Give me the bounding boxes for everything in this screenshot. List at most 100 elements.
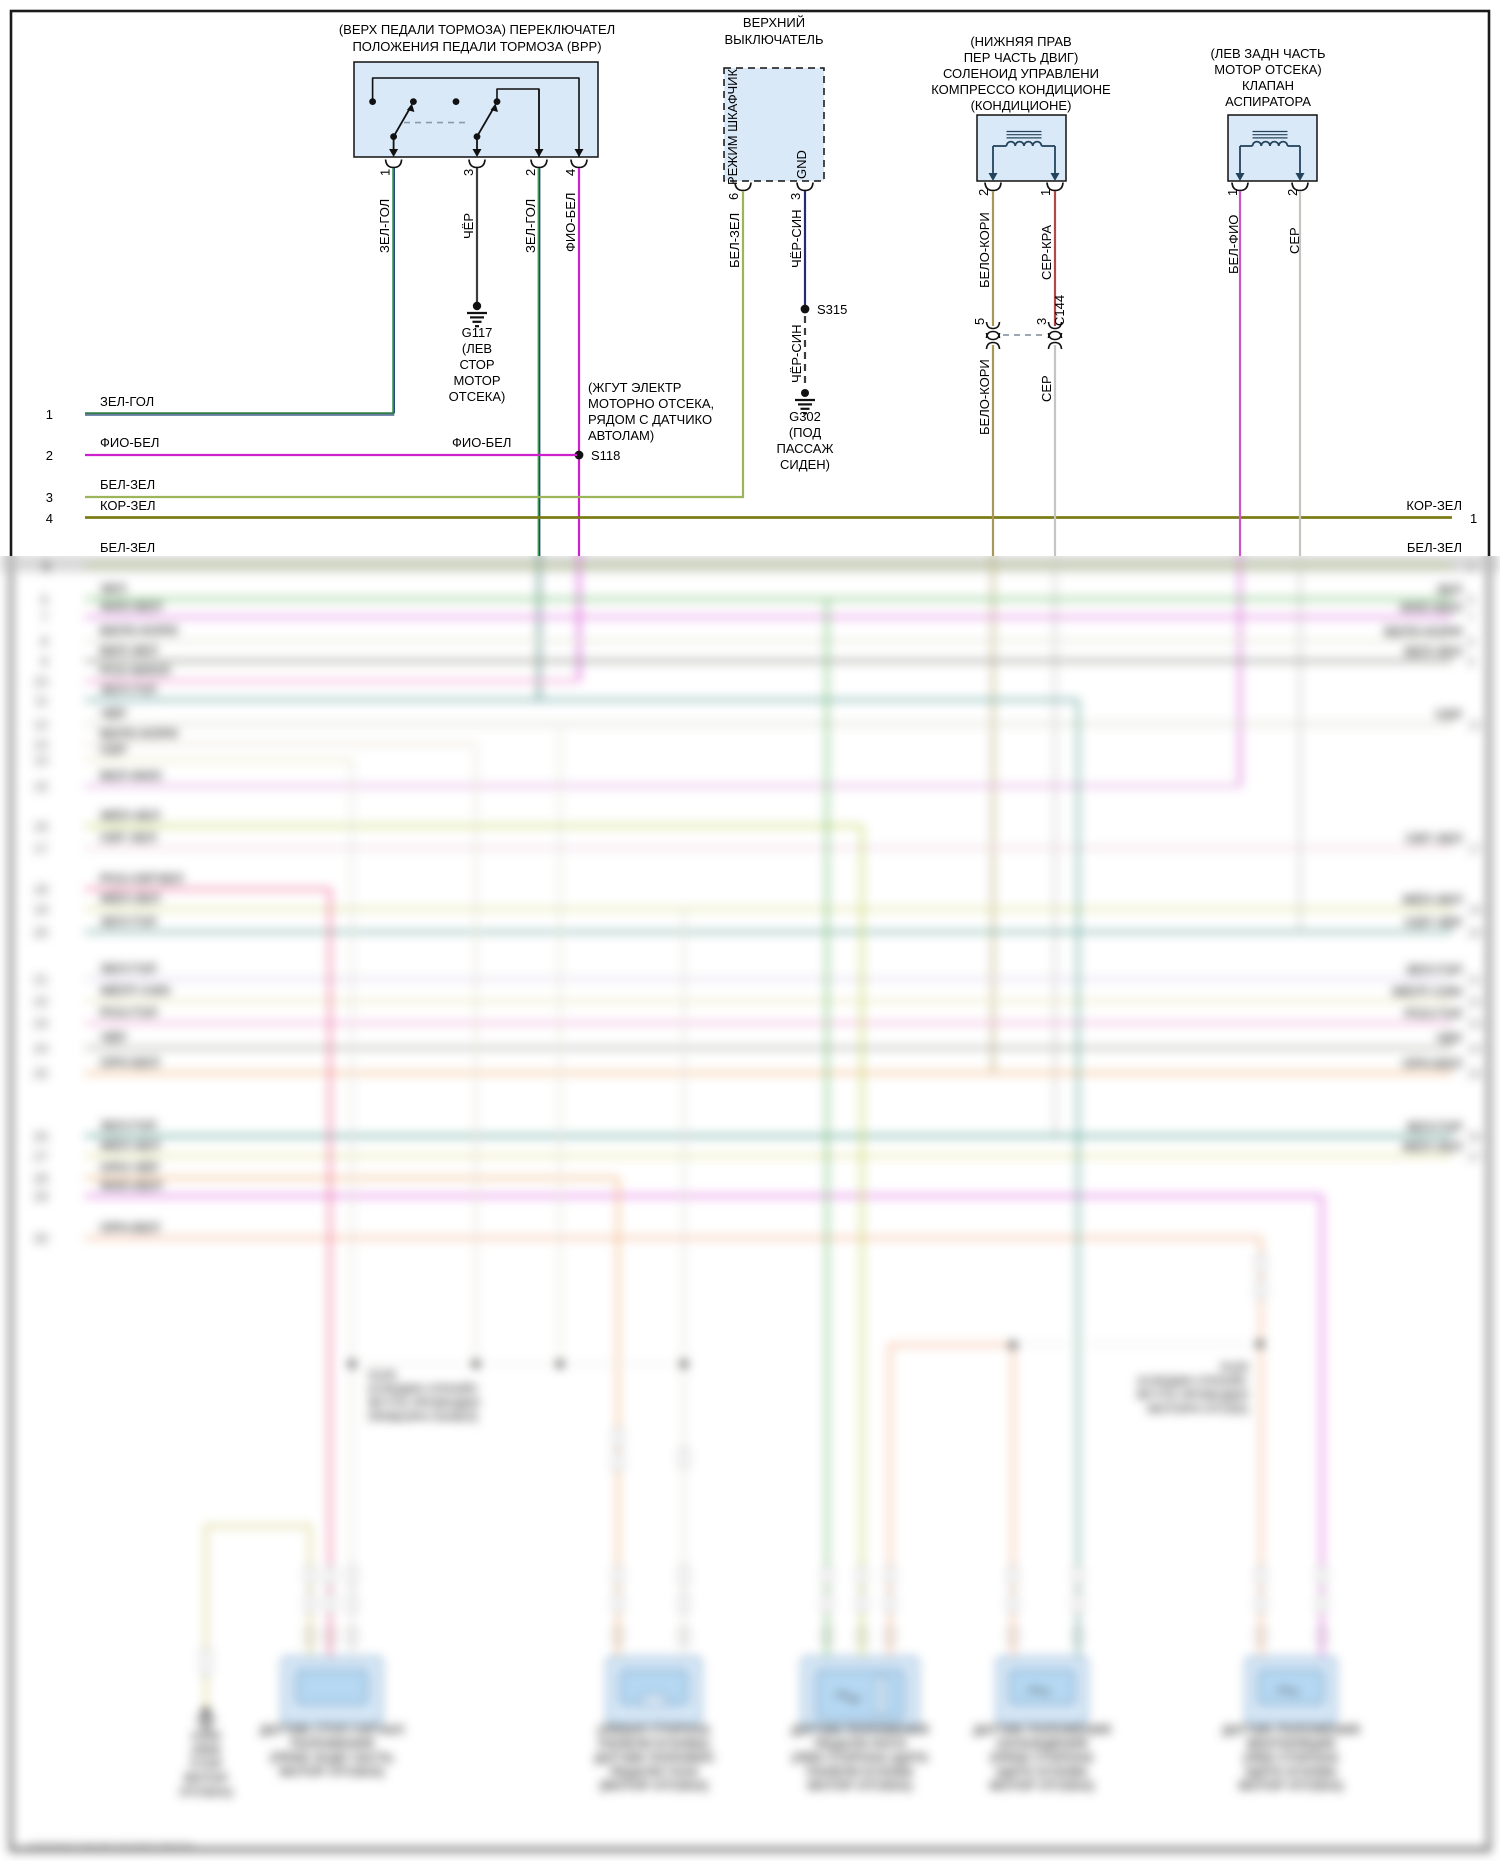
svg-text:1: 1 xyxy=(1038,189,1053,196)
svg-text:10: 10 xyxy=(34,674,48,689)
svg-text:ЖЁЛ-ЗЕЛ: ЖЁЛ-ЗЕЛ xyxy=(99,1138,160,1153)
svg-text:ПАССАЖ: ПАССАЖ xyxy=(777,441,834,456)
svg-text:СИДЕН): СИДЕН) xyxy=(780,457,830,472)
svg-text:ЩИТА КУЗОВА: ЩИТА КУЗОВА xyxy=(996,1765,1088,1779)
svg-text:ЗЕЛ-ГОЛ: ЗЕЛ-ГОЛ xyxy=(100,682,156,697)
svg-text:24: 24 xyxy=(1468,1042,1482,1056)
svg-text:ЧЁР: ЧЁР xyxy=(1435,1031,1462,1046)
svg-text:БЕЛО-КОРИ: БЕЛО-КОРИ xyxy=(977,359,992,435)
svg-text:(ЛЕВ: (ЛЕВ xyxy=(462,341,492,356)
svg-text:7: 7 xyxy=(1468,611,1475,625)
svg-text:СТОР: СТОР xyxy=(459,357,494,372)
svg-text:ПЕДАЛИ НОГИ: ПЕДАЛИ НОГИ xyxy=(814,1737,905,1751)
svg-text:АВТОЛАМ): АВТОЛАМ) xyxy=(588,428,654,443)
svg-text:23: 23 xyxy=(34,1016,48,1031)
svg-text:16: 16 xyxy=(34,819,48,834)
svg-text:12: 12 xyxy=(1468,718,1482,732)
svg-text:ЗЕЛ: ЗЕЛ xyxy=(1436,582,1462,597)
svg-text:(СОЕДИН СПЛАЙС: (СОЕДИН СПЛАЙС xyxy=(368,1381,479,1396)
svg-text:РОЗ-ФИОЛ: РОЗ-ФИОЛ xyxy=(100,663,170,678)
svg-text:МОТОР: МОТОР xyxy=(184,1771,228,1785)
svg-text:МОТОР ОТСЕКА): МОТОР ОТСЕКА) xyxy=(808,1779,913,1793)
svg-text:1: 1 xyxy=(1225,189,1240,196)
svg-text:17: 17 xyxy=(34,841,48,856)
svg-text:(МОТОР ОТСЕКА): (МОТОР ОТСЕКА) xyxy=(600,1779,709,1793)
svg-text:(ЛЕВ: (ЛЕВ xyxy=(191,1743,220,1757)
svg-text:4: 4 xyxy=(563,169,578,176)
svg-text:2: 2 xyxy=(46,448,53,463)
svg-text:ПАНЕЛИ КУЗОВА: ПАНЕЛИ КУЗОВА xyxy=(806,1765,913,1779)
svg-text:ФИО-БЕЛ: ФИО-БЕЛ xyxy=(563,193,578,252)
svg-text:19: 19 xyxy=(1468,903,1482,917)
svg-text:6: 6 xyxy=(726,193,741,200)
svg-text:27: 27 xyxy=(34,1149,48,1164)
svg-text:6: 6 xyxy=(41,592,48,607)
svg-text:СЕР-ЧЁР: СЕР-ЧЁР xyxy=(1404,915,1462,930)
svg-text:2: 2 xyxy=(1285,189,1300,196)
svg-text:БЕЛ-ФИО: БЕЛ-ФИО xyxy=(100,768,162,783)
svg-text:7: 7 xyxy=(41,610,48,625)
svg-text:БЕЛ-ЗЕЛ: БЕЛ-ЗЕЛ xyxy=(727,213,742,268)
svg-text:СВТ-ЗЕЛ: СВТ-ЗЕЛ xyxy=(1406,831,1463,846)
svg-text:19: 19 xyxy=(34,902,48,917)
svg-text:14: 14 xyxy=(34,753,48,768)
svg-text:ЗЕЛ-ГОЛ: ЗЕЛ-ГОЛ xyxy=(100,1118,156,1133)
svg-text:ЗЕЛ: ЗЕЛ xyxy=(100,581,126,596)
svg-text:ПАНЕЛИ КУЗОВА): ПАНЕЛИ КУЗОВА) xyxy=(598,1737,709,1751)
svg-text:ЧЁР-СИН: ЧЁР-СИН xyxy=(789,210,804,268)
svg-text:ПЕДАЛИ ГАЗА: ПЕДАЛИ ГАЗА xyxy=(610,1765,699,1779)
svg-text:G302: G302 xyxy=(789,409,821,424)
svg-text:2: 2 xyxy=(976,189,991,196)
svg-text:КЛАПАН: КЛАПАН xyxy=(1242,78,1294,93)
svg-text:21: 21 xyxy=(1468,973,1482,987)
svg-text:БЕЛО-КОРИ: БЕЛО-КОРИ xyxy=(977,212,992,288)
svg-text:КОМПРЕССО КОНДИЦИОНЕ: КОМПРЕССО КОНДИЦИОНЕ xyxy=(931,82,1111,97)
svg-text:23: 23 xyxy=(1468,1017,1482,1031)
svg-text:(ПРАВ ЗАДН ЧАСТЬ: (ПРАВ ЗАДН ЧАСТЬ xyxy=(270,1751,393,1765)
svg-text:ЖЁЛТ-СИН: ЖЁЛТ-СИН xyxy=(1391,984,1462,999)
svg-text:СТОР: СТОР xyxy=(190,1757,223,1771)
svg-text:ЗЕЛ-ГОЛ: ЗЕЛ-ГОЛ xyxy=(100,914,156,929)
svg-text:ВЫКЛЮЧАТЕЛЬ: ВЫКЛЮЧАТЕЛЬ xyxy=(725,32,824,47)
svg-text:МОТОРНО ОТСЕКА,: МОТОРНО ОТСЕКА, xyxy=(588,396,714,411)
svg-text:1: 1 xyxy=(378,169,393,176)
svg-text:РОЗ-ГОЛ: РОЗ-ГОЛ xyxy=(1405,1006,1462,1021)
svg-text:S118: S118 xyxy=(591,448,620,463)
svg-text:9: 9 xyxy=(41,654,48,669)
svg-text:ЧЁР-СИН: ЧЁР-СИН xyxy=(789,325,804,383)
svg-text:ВЕНТИЛЯЦИИ: ВЕНТИЛЯЦИИ xyxy=(1247,1737,1335,1751)
svg-text:СЕР: СЕР xyxy=(100,742,127,757)
svg-text:РЕЖИМ ШКАФЧИК: РЕЖИМ ШКАФЧИК xyxy=(725,69,740,185)
svg-text:ДАТЧИК ПОЛОЖЕНИЯ: ДАТЧИК ПОЛОЖЕНИЯ xyxy=(1222,1723,1359,1737)
svg-text:GND: GND xyxy=(794,150,809,179)
svg-text:5: 5 xyxy=(43,559,50,574)
svg-text:ФИО-БЕЛ: ФИО-БЕЛ xyxy=(100,435,159,450)
svg-text:ЖГУТА ПРОВОДКИ: ЖГУТА ПРОВОДКИ xyxy=(1135,1388,1248,1402)
svg-text:1: 1 xyxy=(1470,511,1477,526)
svg-text:(ЖГУТ ЭЛЕКТР: (ЖГУТ ЭЛЕКТР xyxy=(588,380,681,395)
svg-text:9: 9 xyxy=(1468,655,1475,669)
svg-text:ПРИБОРН ПАНЕЛ): ПРИБОРН ПАНЕЛ) xyxy=(368,1410,478,1424)
svg-text:ФИО-БЕЛ: ФИО-БЕЛ xyxy=(100,1178,162,1193)
svg-text:(ЛЕВ СТОРОНА: (ЛЕВ СТОРОНА xyxy=(1243,1751,1338,1765)
svg-text:МОТОР ОТСЕКА): МОТОР ОТСЕКА) xyxy=(990,1779,1095,1793)
svg-text:ДАТЧИК ПОЛОЖЕНИЯ: ДАТЧИК ПОЛОЖЕНИЯ xyxy=(973,1723,1110,1737)
svg-text:(ПОД: (ПОД xyxy=(789,425,821,440)
svg-text:1: 1 xyxy=(46,407,53,422)
svg-text:СЕР: СЕР xyxy=(1287,227,1302,254)
svg-text:ОТСЕКА): ОТСЕКА) xyxy=(449,389,506,404)
svg-text:ОРН-БЕЛ: ОРН-БЕЛ xyxy=(1402,1056,1462,1071)
svg-text:(ЛЕВАЯ СТОРОНА: (ЛЕВАЯ СТОРОНА xyxy=(598,1723,711,1737)
svg-text:ФИО-БЕЛ: ФИО-БЕЛ xyxy=(100,599,162,614)
svg-text:(ЛЕВ ЗАДН ЧАСТЬ: (ЛЕВ ЗАДН ЧАСТЬ xyxy=(1210,46,1325,61)
svg-text:ЧЁР: ЧЁР xyxy=(100,1030,127,1045)
svg-text:ЧЁР: ЧЁР xyxy=(461,213,476,239)
svg-text:БЕЛ-ЗЕЛ: БЕЛ-ЗЕЛ xyxy=(100,643,157,658)
svg-text:G117: G117 xyxy=(462,325,493,340)
svg-text:3: 3 xyxy=(46,490,53,505)
svg-text:18: 18 xyxy=(34,882,48,897)
svg-text:БЕЛ-ЗЕЛ: БЕЛ-ЗЕЛ xyxy=(100,477,155,492)
svg-text:17: 17 xyxy=(1468,842,1482,856)
svg-text:25: 25 xyxy=(34,1066,48,1081)
svg-text:ЗЕЛ-ГОЛ: ЗЕЛ-ГОЛ xyxy=(377,199,392,253)
